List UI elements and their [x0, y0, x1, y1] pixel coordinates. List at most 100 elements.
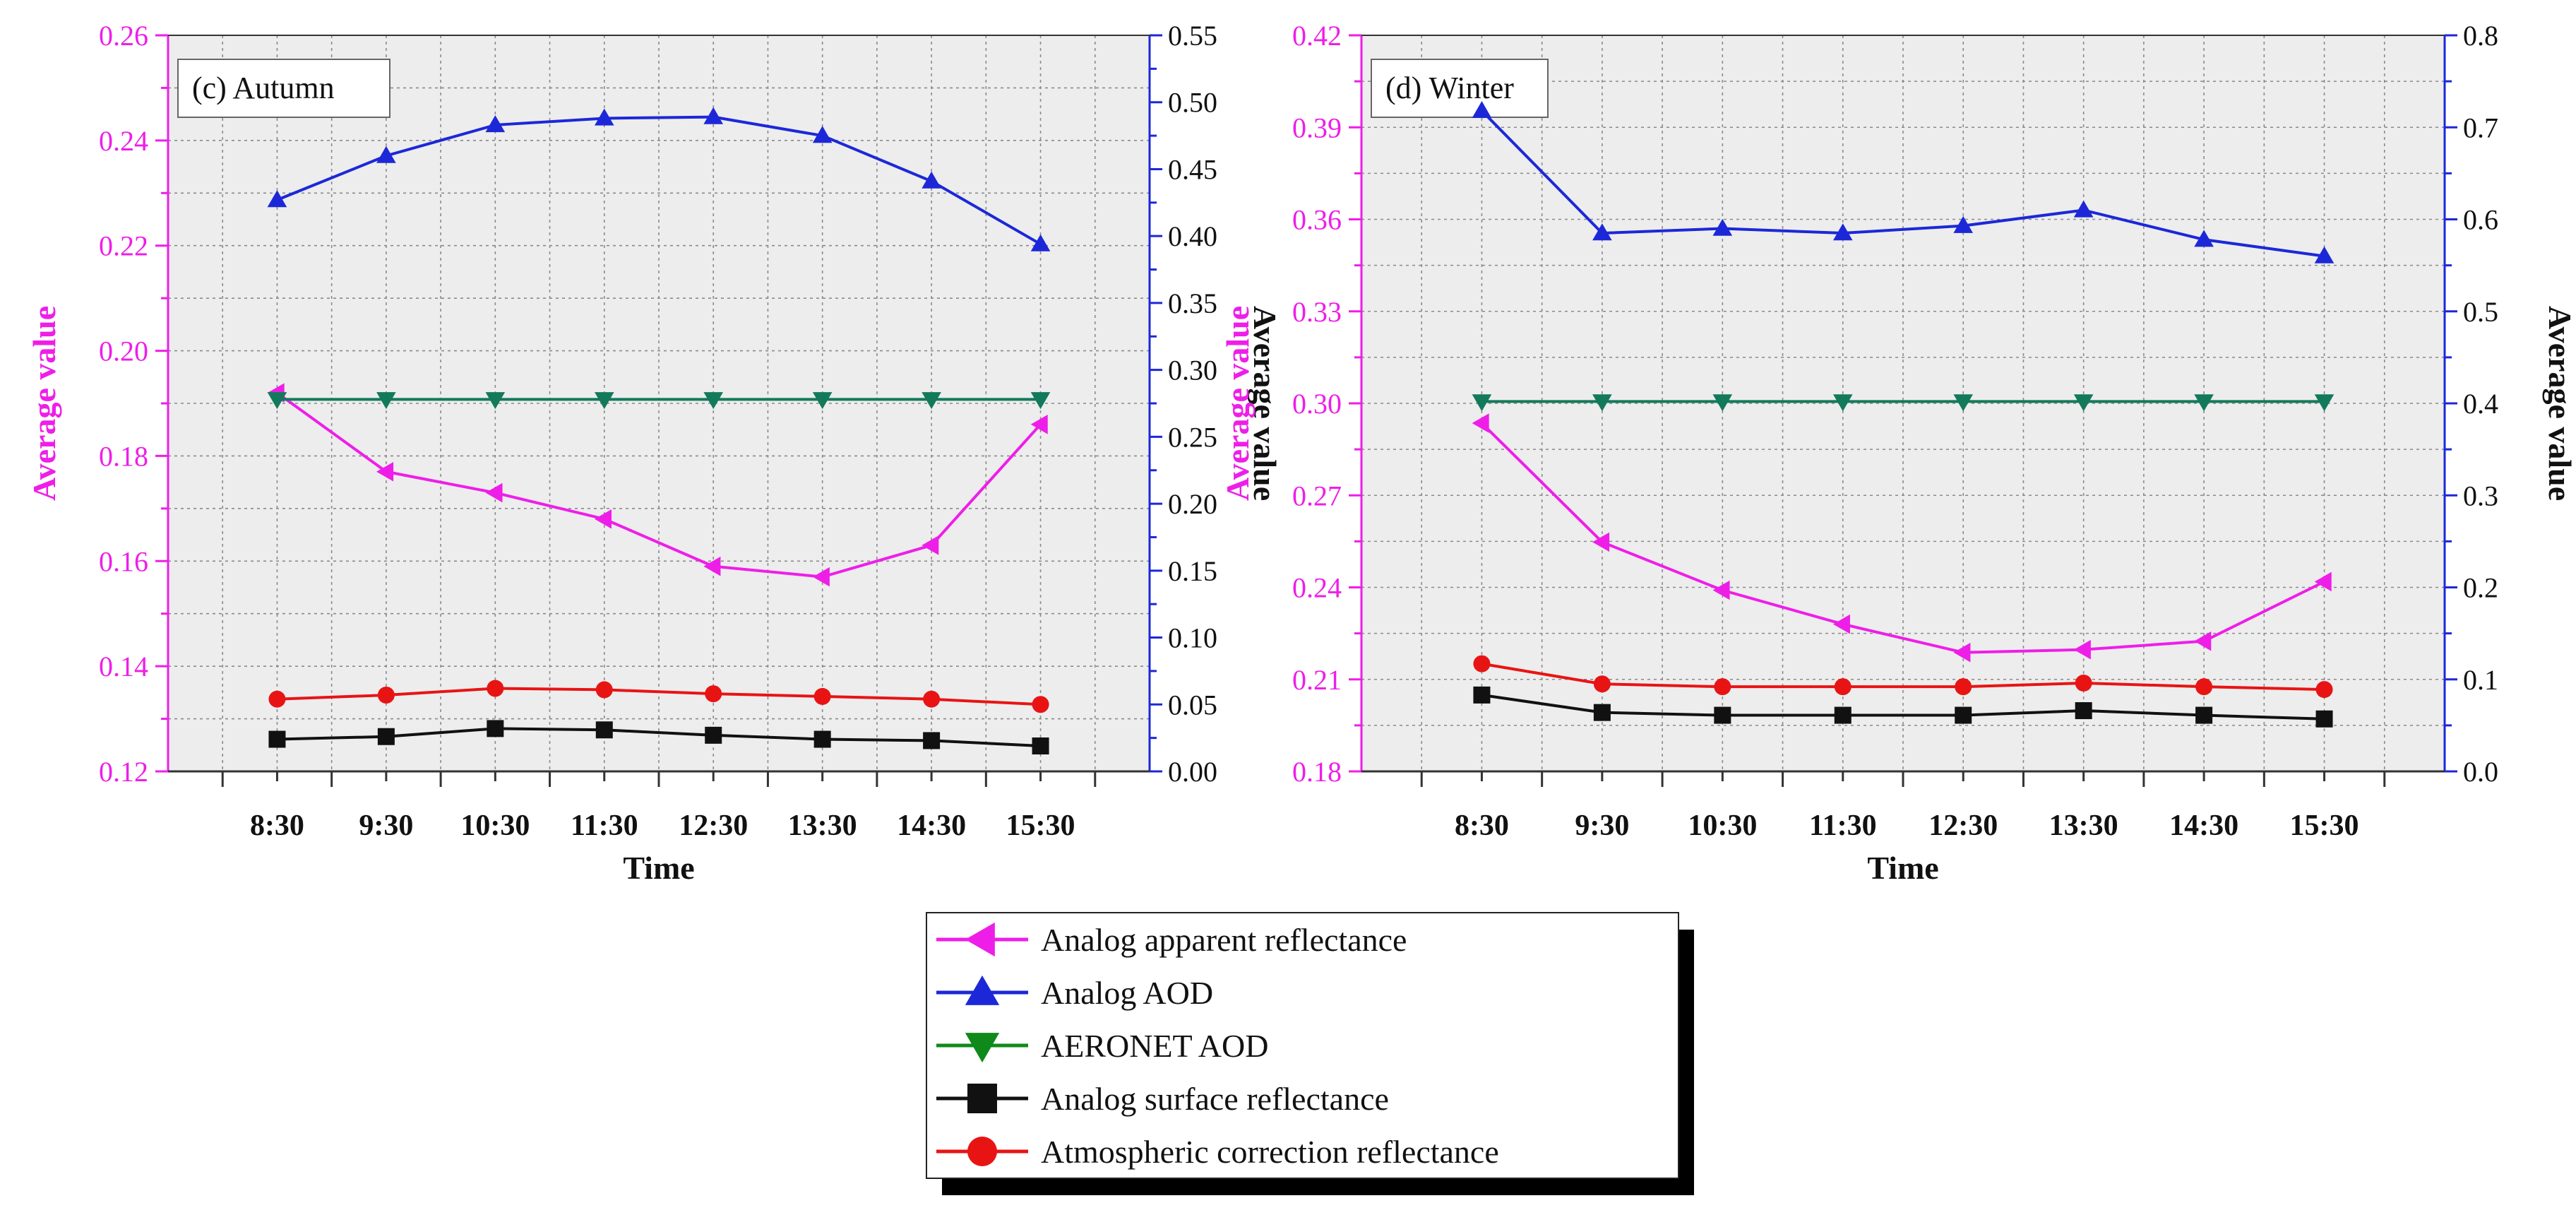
data-point [703, 107, 724, 124]
legend-box [926, 912, 1679, 1179]
data-point [1473, 655, 1491, 672]
legend-label: Analog AOD [1041, 975, 1213, 1011]
data-point [812, 392, 833, 410]
series-analog-surface-reflectance [1473, 686, 2333, 728]
series-line [1481, 109, 2325, 258]
data-point [1712, 394, 1733, 412]
right-tick-label: 0.20 [1168, 488, 1217, 520]
data-point [1593, 704, 1611, 721]
data-point [1472, 101, 1492, 119]
data-point [1032, 737, 1049, 755]
left-tick-label: 0.39 [1292, 112, 1342, 143]
data-point [487, 720, 504, 737]
x-tick-label: 10:30 [460, 810, 530, 842]
data-point [1592, 223, 1612, 241]
legend-marker [967, 1084, 997, 1113]
right-axis-title: Average value [2542, 306, 2576, 501]
legend-marker [967, 1137, 997, 1166]
data-point [922, 392, 941, 410]
data-point [1955, 706, 1972, 724]
data-point [2315, 681, 2333, 699]
legend-item: Atmospheric correction reflectance [936, 1134, 1499, 1170]
x-axis-title: Time [1867, 850, 1938, 886]
data-point [485, 482, 503, 503]
series-atmospheric-correction-reflectance [1473, 655, 2333, 699]
left-tick-label: 0.14 [99, 651, 148, 682]
legend-marker [965, 975, 1000, 1005]
right-axis-title: Average value [1247, 306, 1283, 501]
x-axis-title: Time [623, 850, 694, 886]
series-aeronet-aod [267, 392, 1051, 410]
data-point [813, 687, 831, 705]
legend-marker [965, 1033, 1000, 1063]
right-tick-label: 0.15 [1168, 555, 1217, 587]
left-tick-label: 0.30 [1292, 388, 1342, 420]
data-point [595, 681, 613, 699]
right-tick-label: 0.50 [1168, 87, 1217, 119]
data-point [1834, 706, 1852, 724]
data-point [1832, 614, 1850, 634]
data-point [594, 108, 614, 126]
legend-item: Analog AOD [936, 975, 1213, 1011]
legend: Analog apparent reflectance Analog AOD AER… [926, 912, 1694, 1195]
data-point [1953, 394, 1974, 412]
data-point [813, 730, 831, 748]
data-point [1953, 642, 1971, 663]
data-point [703, 556, 721, 576]
left-tick-label: 0.21 [1292, 664, 1342, 696]
data-point [1832, 223, 1853, 241]
data-point [268, 690, 286, 708]
data-point [1834, 678, 1852, 696]
left-tick-label: 0.18 [99, 440, 148, 472]
data-point [376, 146, 396, 163]
panel-title: (d) Winter [1385, 71, 1514, 105]
data-point [923, 690, 941, 708]
x-tick-label: 15:30 [2290, 810, 2359, 842]
data-point [376, 392, 396, 410]
x-tick-label: 10:30 [1688, 810, 1757, 842]
data-point [705, 685, 722, 703]
right-tick-label: 0.1 [2463, 664, 2498, 696]
data-point [485, 392, 506, 410]
right-tick-label: 0.30 [1168, 355, 1217, 386]
data-point [705, 726, 722, 744]
series-line [276, 115, 1042, 246]
x-tick-label: 13:30 [2049, 810, 2118, 842]
series-line [1481, 662, 2325, 692]
right-tick-label: 0.55 [1168, 20, 1217, 52]
data-point [377, 687, 395, 704]
data-point [594, 509, 612, 529]
series-analog-apparent-reflectance [267, 383, 1048, 587]
left-tick-label: 0.27 [1292, 480, 1342, 511]
right-tick-label: 0.7 [2463, 112, 2498, 143]
series-line [277, 687, 1041, 706]
legend-item: Analog surface reflectance [936, 1081, 1389, 1117]
data-point [268, 730, 286, 748]
legend-label: Atmospheric correction reflectance [1041, 1134, 1499, 1170]
series-line [1481, 693, 2325, 721]
x-tick-label: 12:30 [679, 810, 748, 842]
panel-title-box [177, 59, 390, 118]
series-aeronet-aod [1472, 394, 2334, 412]
x-tick-label: 13:30 [788, 810, 857, 842]
left-axis-title: Average value [1220, 306, 1256, 501]
data-point [1593, 675, 1611, 693]
series-analog-aod [1472, 101, 2334, 263]
gridlines [168, 35, 1150, 772]
left-tick-label: 0.26 [99, 20, 148, 52]
data-point [1714, 706, 1731, 724]
data-point [2314, 571, 2332, 592]
left-axis-title: Average value [26, 306, 62, 501]
x-tick-label: 11:30 [1809, 810, 1877, 842]
panel-title: (c) Autumn [192, 71, 335, 105]
left-tick-label: 0.18 [1292, 756, 1342, 788]
data-point [1955, 678, 1972, 696]
right-tick-label: 0.2 [2463, 572, 2498, 604]
series-line [276, 391, 1042, 579]
data-point [1473, 686, 1491, 704]
series-line [1481, 422, 2325, 654]
left-tick-label: 0.24 [99, 125, 148, 157]
data-point [267, 190, 287, 208]
left-tick-label: 0.36 [1292, 204, 1342, 236]
